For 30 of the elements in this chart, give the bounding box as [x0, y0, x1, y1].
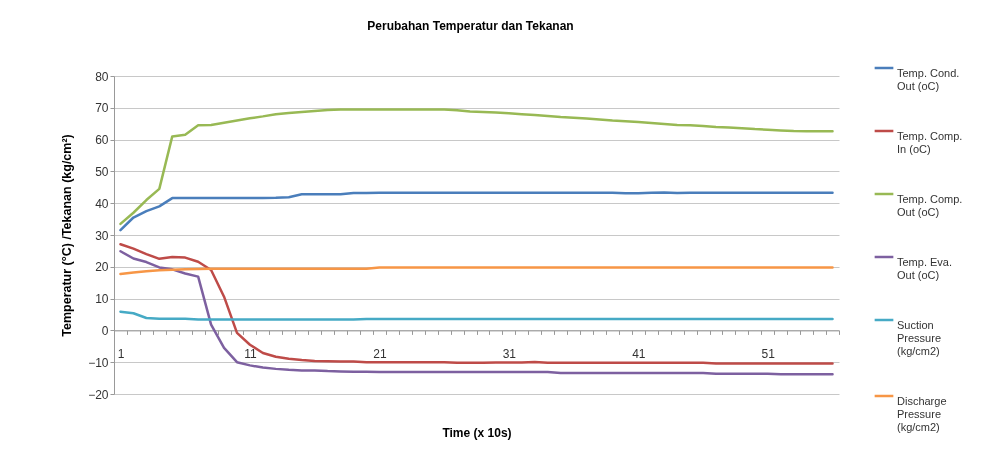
y-tick-label: 70	[95, 101, 109, 116]
y-tick-label: −10	[88, 355, 109, 370]
legend-label: Temp. Eva. Out (oC)	[897, 256, 953, 281]
chart-title: Perubahan Temperatur dan Tekanan	[367, 19, 574, 33]
line-series	[119, 108, 834, 226]
legend-label: Temp. Cond. Out (oC)	[897, 67, 960, 92]
line-series	[119, 266, 834, 276]
line-series	[119, 191, 834, 232]
x-tick-label: 11	[244, 346, 257, 361]
y-tick-label: 80	[95, 69, 109, 84]
y-tick-label: 50	[95, 164, 109, 179]
legend-label: Temp. Comp. In (oC)	[897, 130, 963, 155]
x-tick-label: 51	[761, 346, 776, 361]
x-tick-label: 31	[502, 346, 517, 361]
legend-label: Temp. Comp. Out (oC)	[897, 193, 963, 218]
y-tick-label: 20	[95, 260, 109, 275]
y-tick-label: 10	[95, 292, 109, 307]
x-tick-label: 41	[632, 346, 646, 361]
y-tick-label: 30	[95, 228, 109, 243]
y-tick-label: −20	[88, 387, 109, 402]
x-tick-label: 1	[117, 346, 125, 361]
y-tick-label: 0	[101, 323, 109, 338]
line-series	[119, 310, 834, 321]
x-axis-title: Time (x 10s)	[442, 425, 512, 440]
x-tick-label: 21	[373, 346, 387, 361]
y-axis-title: Temperatur (°C) /Tekanan (kg/cm²)	[60, 134, 75, 337]
y-tick-label: 60	[95, 133, 109, 148]
legend-label: Suction Pressure (kg/cm2)	[897, 319, 942, 357]
y-tick-label: 40	[95, 196, 109, 211]
legend-label: Discharge Pressure (kg/cm2)	[897, 395, 947, 433]
